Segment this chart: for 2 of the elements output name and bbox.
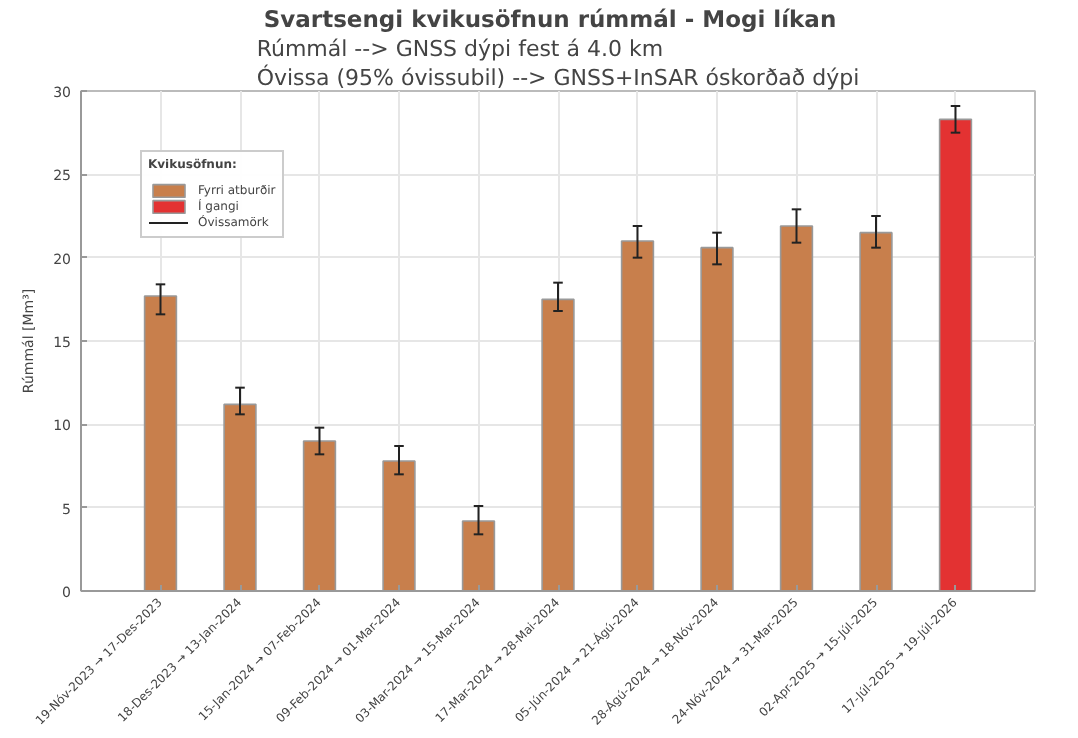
chart-title: Svartsengi kvikusöfnun rúmmál - Mogi líkan: [263, 5, 837, 33]
chart-subtitle: Rúmmál --> GNSS dýpi fest á 4.0 km Óvissa (95% óvissubil) --> GNSS+InSAR óskorðað dýpi: [256, 36, 860, 91]
